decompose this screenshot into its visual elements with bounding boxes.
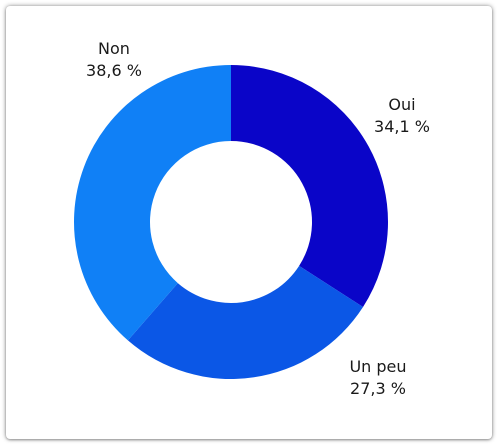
slice-value-label: 38,6 % [86, 61, 142, 80]
slice-label-non: Non 38,6 % [86, 39, 142, 80]
slice-category-label: Oui [388, 95, 415, 114]
donut-labels: Oui 34,1 % Un peu 27,3 % Non 38,6 % [86, 39, 430, 398]
donut-slice-un-peu [127, 265, 364, 379]
slice-value-label: 27,3 % [350, 379, 406, 398]
slice-value-label: 34,1 % [374, 117, 430, 136]
donut-slices [74, 65, 388, 379]
donut-slice-non [74, 65, 231, 341]
slice-category-label: Non [98, 39, 130, 58]
slice-label-un-peu: Un peu 27,3 % [349, 357, 406, 398]
chart-card: Oui 34,1 % Un peu 27,3 % Non 38,6 % [6, 6, 492, 439]
donut-chart: Oui 34,1 % Un peu 27,3 % Non 38,6 % [74, 39, 430, 398]
donut-slice-oui [231, 65, 388, 307]
slice-category-label: Un peu [349, 357, 406, 376]
slice-label-oui: Oui 34,1 % [374, 95, 430, 136]
